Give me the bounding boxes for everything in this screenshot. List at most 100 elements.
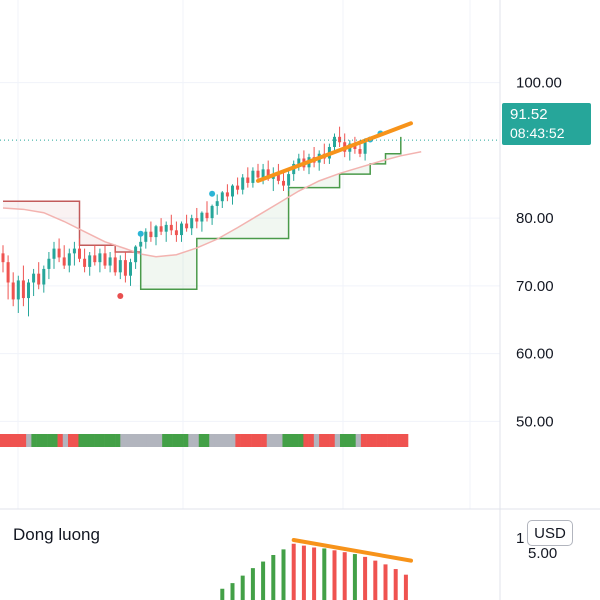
candle-47 — [241, 177, 245, 190]
countdown-timer: 08:43:52 — [510, 125, 565, 141]
momentum-bar-4 — [261, 561, 266, 600]
status-segment-64 — [334, 434, 341, 447]
status-segment-25 — [130, 434, 137, 447]
candle-30 — [154, 226, 158, 238]
status-segment-1 — [5, 434, 11, 447]
status-segment-30 — [156, 434, 163, 447]
candle-70 — [358, 149, 362, 154]
status-segment-36 — [188, 434, 194, 447]
candle-32 — [164, 224, 168, 232]
candle-14 — [72, 248, 76, 254]
candle-1 — [6, 262, 10, 283]
status-segment-58 — [303, 434, 309, 447]
status-segment-17 — [88, 434, 95, 447]
candle-11 — [57, 248, 61, 258]
status-segment-66 — [345, 434, 351, 447]
candle-45 — [231, 185, 234, 197]
status-segment-19 — [99, 434, 105, 447]
momentum-bar-17 — [393, 569, 398, 600]
momentum-bar-0 — [220, 588, 225, 600]
momentum-bar-10 — [322, 548, 327, 600]
candle-34 — [174, 230, 178, 236]
candle-41 — [210, 205, 214, 219]
status-segment-49 — [256, 434, 262, 447]
status-segment-5 — [26, 434, 32, 447]
status-segment-53 — [277, 434, 283, 447]
currency-button[interactable]: USD — [527, 520, 573, 546]
status-segment-56 — [292, 434, 299, 447]
status-segment-50 — [261, 434, 268, 447]
status-segment-52 — [272, 434, 278, 447]
status-segment-21 — [109, 434, 116, 447]
momentum-axis-one: 1 — [516, 530, 525, 547]
y-tick-label-4: 50.00 — [516, 413, 554, 430]
candle-37 — [190, 218, 194, 229]
momentum-bar-7 — [291, 543, 296, 600]
candle-16 — [83, 258, 87, 267]
momentum-bar-16 — [383, 564, 388, 600]
status-segment-54 — [282, 434, 288, 447]
y-axis[interactable]: 100.00 80.00 70.00 60.00 50.00 — [516, 75, 562, 431]
candle-9 — [47, 258, 51, 269]
status-segment-14 — [73, 434, 79, 447]
candle-42 — [215, 201, 219, 206]
candle-65 — [333, 136, 336, 147]
status-segment-20 — [104, 434, 111, 447]
status-segment-43 — [224, 434, 231, 447]
status-segment-75 — [392, 434, 398, 447]
stop-fill-down — [3, 201, 141, 255]
momentum-bar-11 — [332, 550, 337, 600]
candle-38 — [195, 218, 199, 222]
status-segment-74 — [387, 434, 393, 447]
status-segment-57 — [298, 434, 304, 447]
status-segment-23 — [120, 434, 126, 447]
status-segment-73 — [381, 434, 388, 447]
status-segment-69 — [360, 434, 367, 447]
last-price-badge: 91.52 08:43:52 — [502, 103, 591, 145]
candle-3 — [16, 280, 20, 300]
status-segment-31 — [162, 434, 168, 447]
y-tick-label-0: 100.00 — [516, 75, 562, 92]
status-segment-40 — [209, 434, 215, 447]
y-tick-label-1: 80.00 — [516, 210, 554, 227]
candle-44 — [225, 192, 229, 197]
trend-line[interactable] — [256, 121, 413, 183]
momentum-bar-6 — [281, 549, 286, 600]
candle-19 — [98, 253, 102, 263]
candle-10 — [52, 248, 56, 259]
candle-46 — [236, 185, 240, 190]
stop-fill-up — [140, 136, 401, 290]
status-segment-38 — [198, 434, 205, 447]
candle-7 — [37, 273, 41, 285]
status-segment-41 — [214, 434, 220, 447]
candle-24 — [123, 260, 127, 276]
candle-56 — [287, 174, 291, 186]
candle-13 — [67, 253, 71, 266]
candle-27 — [139, 241, 143, 247]
candle-33 — [169, 224, 173, 231]
candle-25 — [129, 262, 132, 276]
stop-line-up — [139, 136, 402, 291]
status-segment-76 — [397, 434, 404, 447]
candle-49 — [251, 170, 255, 183]
candle-5 — [27, 282, 30, 299]
status-segment-4 — [20, 434, 27, 447]
momentum-bar-5 — [271, 555, 276, 600]
status-segment-8 — [41, 434, 48, 447]
status-segment-15 — [78, 434, 84, 447]
last-price-label: 91.52 — [510, 106, 548, 123]
grid-lines — [0, 0, 500, 509]
candle-36 — [185, 223, 189, 229]
y-tick-label-3: 60.00 — [516, 346, 554, 363]
trend-line-momentum — [291, 538, 413, 563]
status-segment-62 — [324, 434, 330, 447]
status-segment-34 — [177, 434, 184, 447]
status-segment-12 — [62, 434, 69, 447]
status-segment-59 — [308, 434, 315, 447]
status-segment-35 — [183, 434, 189, 447]
candle-0 — [1, 253, 5, 263]
status-segment-70 — [366, 434, 372, 447]
candle-22 — [113, 257, 117, 273]
